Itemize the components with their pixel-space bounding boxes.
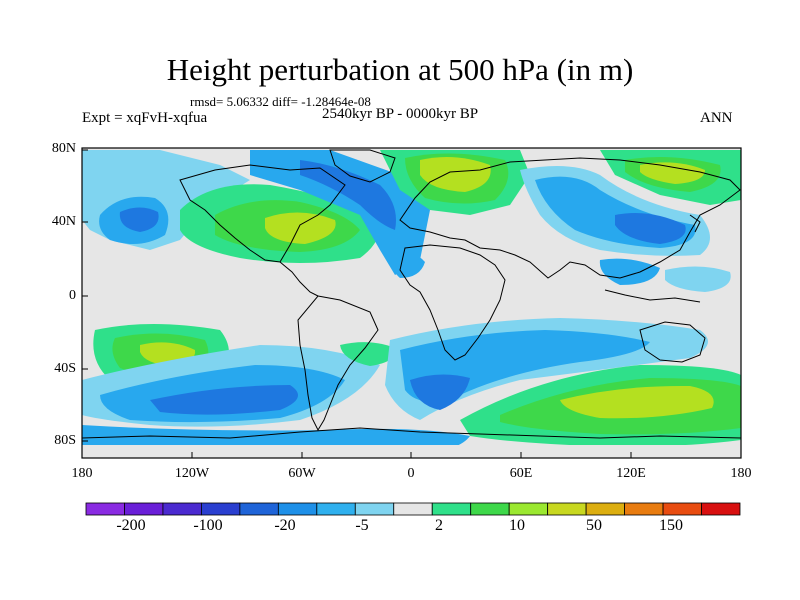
colorbar-swatch (239, 502, 279, 516)
lat-label-0: 0 (69, 288, 76, 303)
coast-africa (399, 244, 506, 361)
coast-greenland (329, 149, 396, 183)
colorbar-label: 10 (509, 517, 525, 534)
sh-pacific-low-core (150, 385, 298, 415)
colorbar-swatch (701, 502, 741, 516)
colorbar-swatch (316, 502, 356, 516)
colorbar-swatch (124, 502, 164, 516)
colorbar-swatch (508, 502, 549, 516)
nh-arctic-high-core (640, 162, 705, 184)
lat-label-40n: 40N (51, 214, 76, 229)
tropical-asia-low (599, 258, 660, 285)
experiment-label: Expt = xqFvH-xqfua (82, 110, 208, 126)
colorbar-label: -20 (274, 517, 296, 534)
season-label: ANN (700, 110, 733, 126)
colorbar-swatch (585, 502, 625, 516)
lon-label-60w: 60W (288, 466, 316, 481)
coast-central-america (279, 261, 319, 297)
colorbar-swatch (354, 502, 395, 516)
colorbar-label: 150 (659, 517, 683, 534)
coast-antarctica (82, 427, 741, 439)
antarctic-neutral-edge (82, 445, 741, 458)
coast-indonesia (604, 289, 701, 303)
colorbar-swatch (624, 502, 664, 516)
colorbar-label: 50 (586, 517, 602, 534)
colorbar-swatch (201, 502, 241, 516)
contour-fields (82, 150, 741, 458)
axis-ticks (81, 149, 742, 458)
lat-label-80s: 80S (54, 433, 76, 448)
nh-europe-high-core (420, 156, 491, 192)
coast-australia (639, 321, 706, 363)
tropical-atlantic-low (392, 253, 425, 278)
lon-label-0: 0 (407, 466, 415, 481)
sh-indian-low-core (410, 374, 470, 410)
nh-north-pacific-core (119, 207, 159, 232)
coast-south-america (297, 295, 379, 432)
colorbar-swatch (85, 502, 125, 516)
map-title: Height perturbation at 500 hPa (in m) (166, 52, 634, 87)
coast-north-america (179, 164, 346, 263)
colorbar-swatch (470, 502, 510, 516)
nh-atlantic-low-band (250, 150, 430, 275)
colorbar-label: -5 (355, 517, 369, 534)
colorbar-swatch (277, 502, 318, 516)
lon-label-120w: 120W (174, 466, 210, 481)
lon-label-60e: 60E (509, 466, 533, 481)
stats-text: rmsd= 5.06332 diff= -1.28464e-08 (190, 94, 371, 109)
colorbar-label: -200 (116, 517, 146, 534)
nh-canada-high-core (265, 212, 336, 244)
colorbar-swatch (162, 502, 202, 516)
colorbar-swatch (431, 502, 472, 516)
nh-atlantic-low-core (300, 160, 396, 230)
period-label: 2540kyr BP - 0000kyr BP (322, 106, 479, 122)
sh-south-pacific-high-core (560, 385, 714, 419)
lat-label-80n: 80N (51, 141, 76, 156)
lon-label-180e: 180 (730, 466, 752, 481)
colorbar-swatch (393, 502, 433, 516)
coast-eurasia (399, 157, 741, 279)
nh-japan-low-core (615, 212, 686, 244)
colorbar (85, 502, 741, 516)
colorbar-swatch (547, 502, 587, 516)
lon-label-120e: 120E (616, 466, 646, 481)
lon-label-180w: 180 (71, 466, 93, 481)
lat-label-40s: 40S (54, 361, 76, 376)
colorbar-swatch (662, 502, 702, 516)
colorbar-label: 2 (435, 517, 443, 534)
tropical-west-pacific-low (665, 266, 731, 292)
coast-japan (689, 214, 701, 233)
colorbar-label: -100 (193, 517, 223, 534)
coastlines (82, 149, 741, 439)
